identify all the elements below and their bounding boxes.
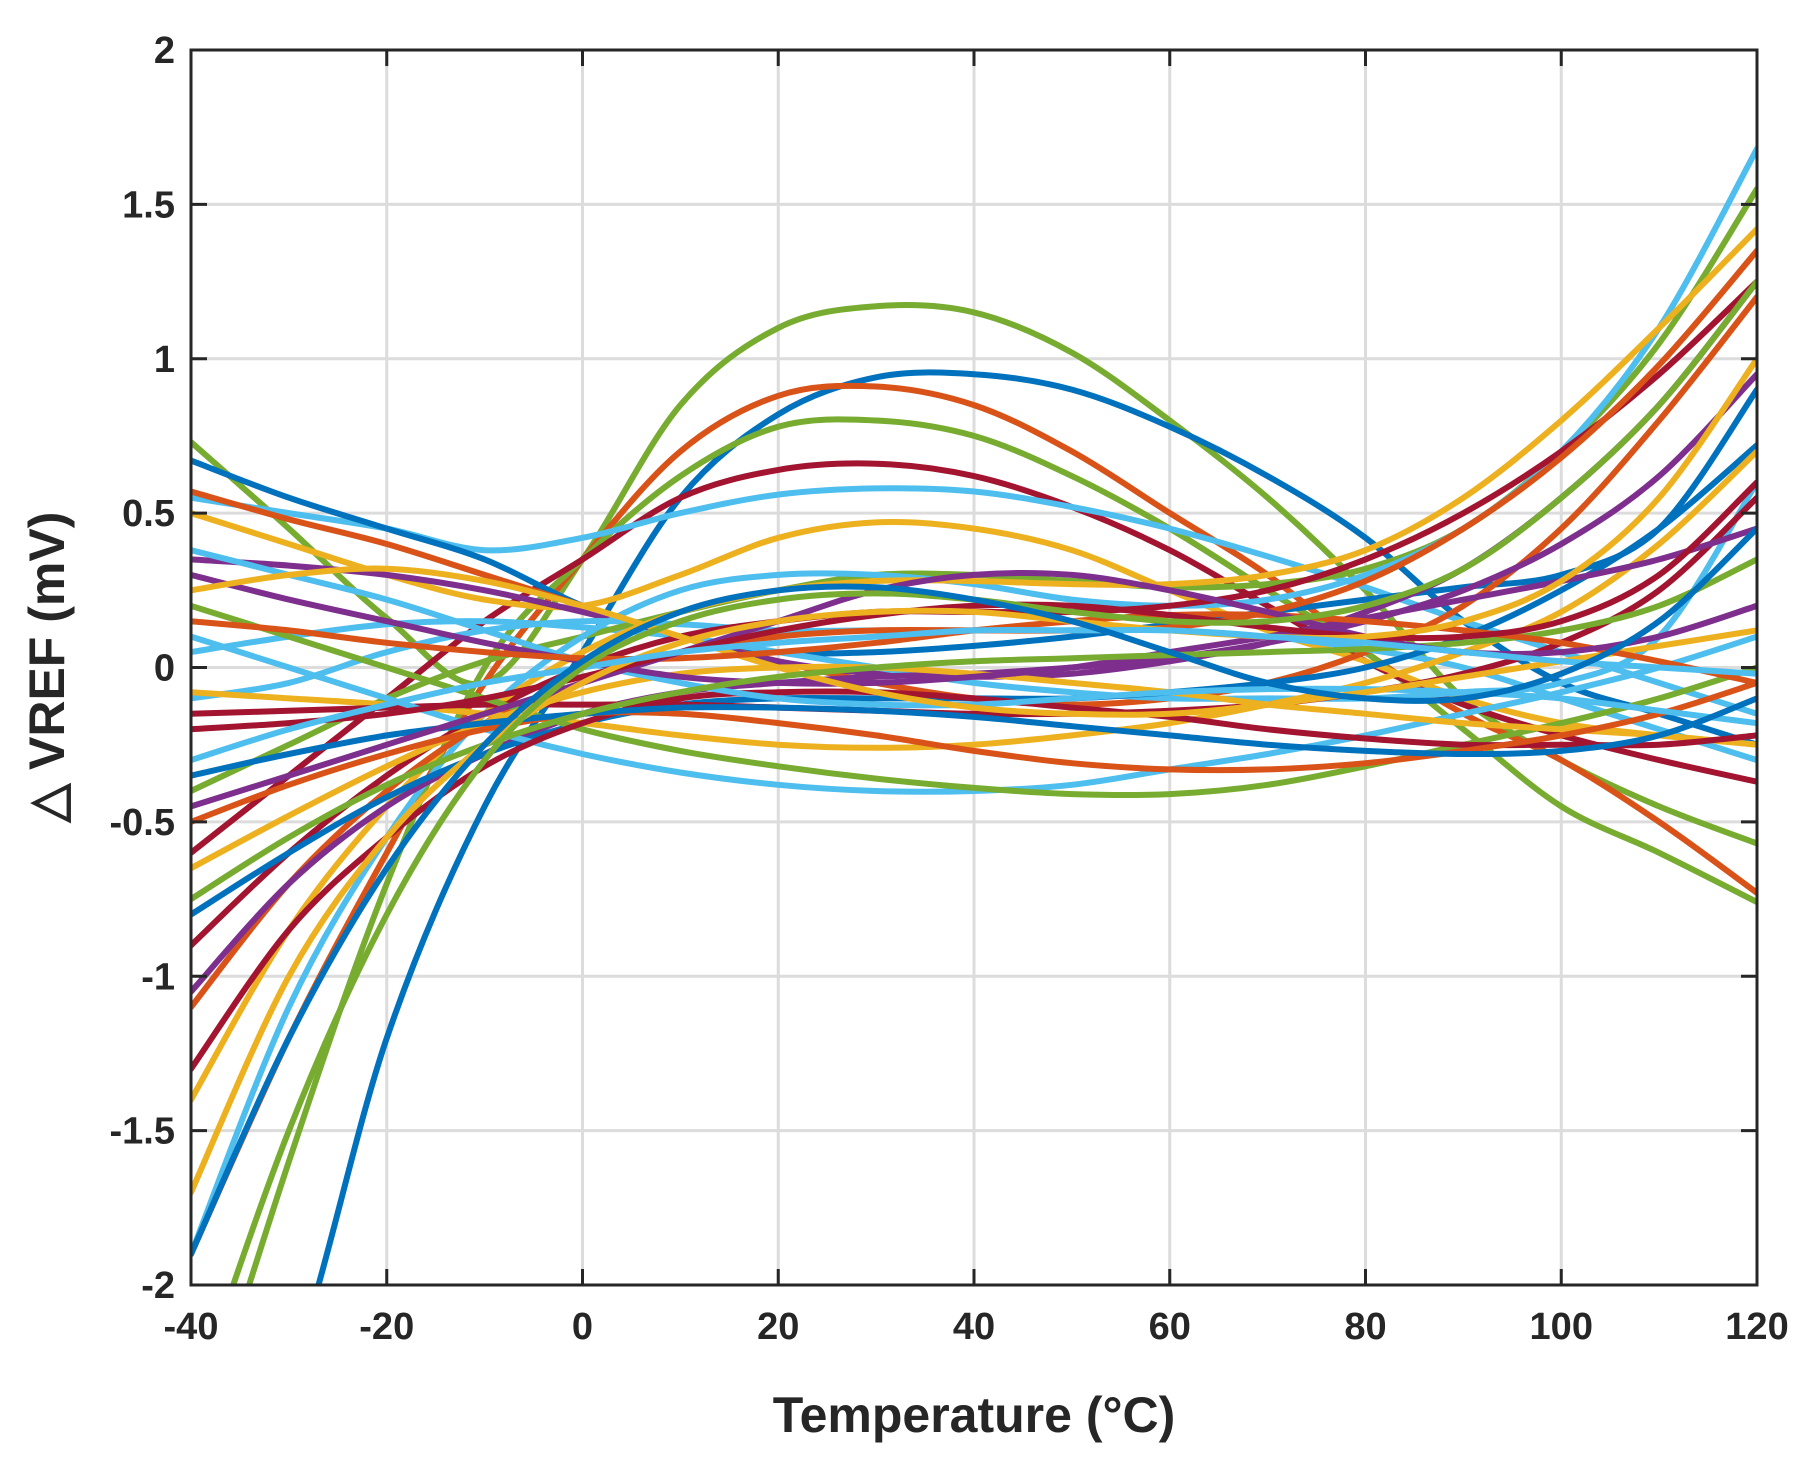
data-series-group bbox=[191, 145, 1757, 1285]
series-line-29 bbox=[191, 565, 1757, 718]
x-tick-label: 0 bbox=[572, 1306, 593, 1348]
y-axis-tick-labels: -2 -1.5 -1 -0.5 0 0.5 1 1.5 2 bbox=[110, 30, 175, 1307]
y-axis-title: △ VREF (mV) bbox=[19, 512, 75, 825]
series-line-7 bbox=[191, 386, 1757, 657]
x-tick-label: 120 bbox=[1725, 1306, 1788, 1348]
y-tick-label: -1 bbox=[141, 956, 175, 998]
y-tick-label: 2 bbox=[154, 30, 175, 72]
series-line-5 bbox=[191, 460, 1757, 856]
series-line-4 bbox=[245, 416, 1757, 1285]
series-line-28 bbox=[191, 525, 1757, 687]
series-line-25 bbox=[191, 688, 1757, 1072]
tick-marks bbox=[189, 48, 1759, 1287]
y-tick-label: -1.5 bbox=[110, 1111, 175, 1153]
y-tick-label: -2 bbox=[141, 1265, 175, 1307]
series-line-38 bbox=[191, 525, 1757, 1258]
series-line-36 bbox=[191, 626, 1757, 764]
series-line-22 bbox=[191, 633, 1757, 795]
y-tick-label: -0.5 bbox=[110, 802, 175, 844]
x-axis-tick-labels: -40 -20 0 20 40 60 80 100 120 bbox=[164, 1306, 1789, 1348]
series-line-37 bbox=[230, 278, 1757, 1285]
x-tick-label: -20 bbox=[359, 1306, 414, 1348]
x-tick-label: 20 bbox=[757, 1306, 799, 1348]
y-tick-label: 1 bbox=[154, 339, 175, 381]
series-line-3 bbox=[191, 382, 1757, 1258]
series-line-31 bbox=[191, 556, 1757, 903]
y-tick-label: 0 bbox=[154, 648, 175, 690]
x-tick-label: 80 bbox=[1344, 1306, 1386, 1348]
x-tick-label: 60 bbox=[1149, 1306, 1191, 1348]
y-tick-label: 1.5 bbox=[122, 184, 175, 226]
x-tick-label: 100 bbox=[1530, 1306, 1593, 1348]
series-line-26 bbox=[191, 679, 1757, 825]
series-line-23 bbox=[191, 602, 1757, 799]
x-axis-title: Temperature (°C) bbox=[773, 1387, 1175, 1443]
x-tick-label: -40 bbox=[164, 1306, 219, 1348]
series-line-8 bbox=[191, 510, 1757, 748]
series-line-35 bbox=[191, 355, 1757, 1196]
y-tick-label: 0.5 bbox=[122, 493, 175, 535]
series-line-34 bbox=[191, 479, 1757, 733]
x-tick-label: 40 bbox=[953, 1306, 995, 1348]
